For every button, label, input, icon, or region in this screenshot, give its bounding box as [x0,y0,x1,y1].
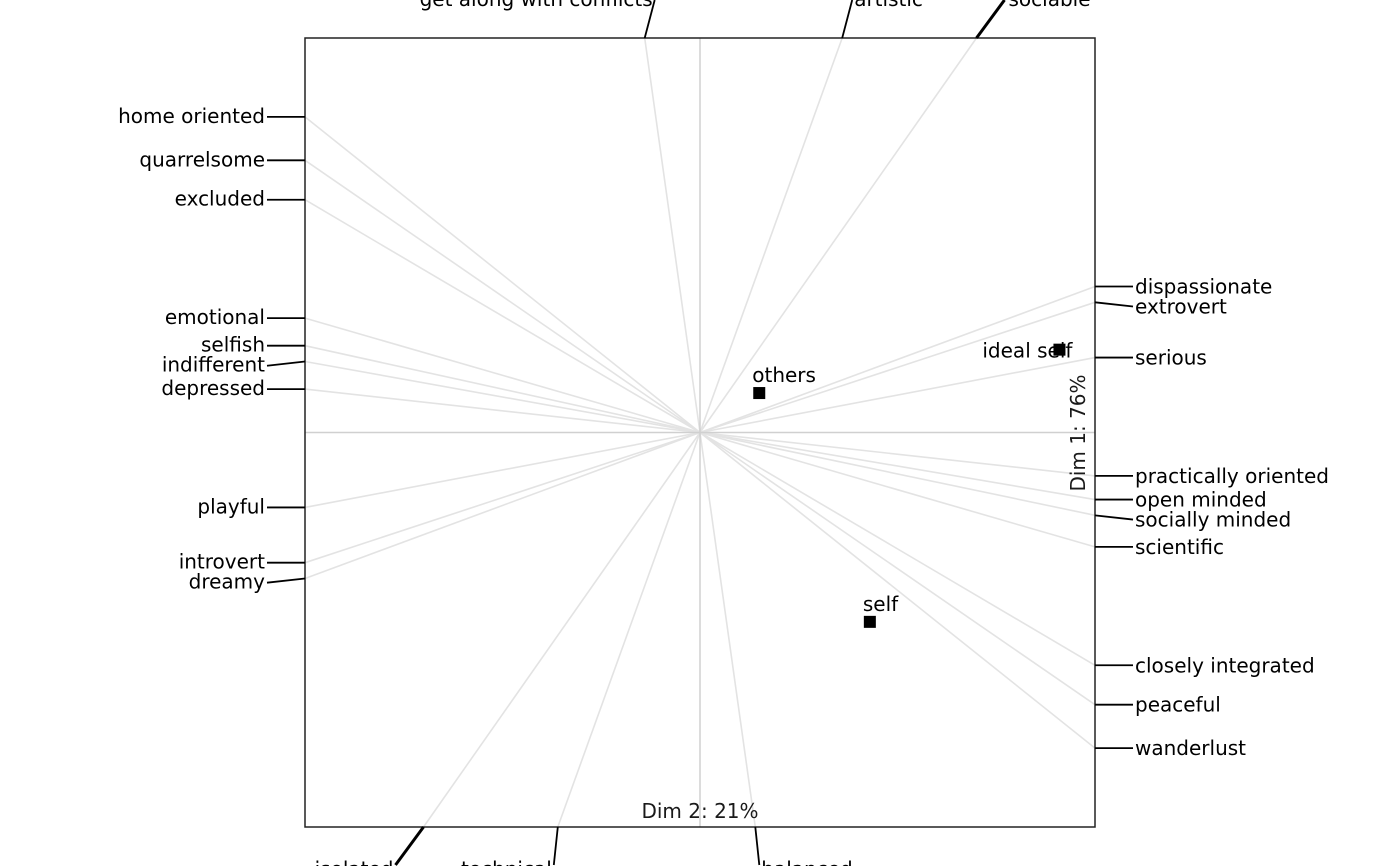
construct-label-introvert: introvert [179,550,265,574]
leader-artistic [841,0,854,39]
construct-line-home-oriented [304,116,701,434]
leader-extrovert [1094,301,1134,308]
construct-line-dispassionate [699,285,1096,434]
construct-line-indifferent [304,360,701,434]
leader-get-along-with-conflicts [643,0,656,39]
construct-label-home-oriented: home oriented [118,104,265,128]
leader-dreamy [266,577,306,584]
construct-line-isolated [422,432,701,828]
construct-label-extrovert: extrovert [1135,295,1227,319]
x-axis-label: Dim 2: 21% [641,799,758,823]
center-axes [305,38,1095,827]
element-point-ideal-self [1053,343,1066,356]
leader-indifferent [266,360,306,367]
construct-label-dreamy: dreamy [189,570,266,594]
construct-line-scientific [699,431,1096,548]
construct-label-socially-minded: socially minded [1135,508,1291,532]
construct-line-get-along-with-conflicts [643,37,701,433]
construct-label-closely-integrated: closely integrated [1135,653,1315,677]
construct-label-excluded: excluded [175,187,265,211]
construct-label-wanderlust: wanderlust [1135,736,1246,760]
element-point-others [753,387,766,400]
construct-line-practically-oriented [699,431,1096,477]
construct-line-dreamy [304,431,701,580]
construct-label-balanced: balanced [761,857,852,866]
construct-label-practically-oriented: practically oriented [1135,464,1329,488]
construct-label-depressed: depressed [161,376,265,400]
construct-line-serious [699,356,1096,434]
construct-line-balanced [699,432,757,828]
construct-line-introvert [304,431,701,564]
construct-line-artistic [699,37,843,433]
construct-line-excluded [304,199,701,434]
element-label-ideal-self: ideal self [982,339,1073,363]
construct-label-technical: technical [461,857,552,866]
construct-line-emotional [304,317,701,434]
construct-label-quarrelsome: quarrelsome [139,147,265,171]
construct-label-artistic: artistic [854,0,923,11]
construct-line-technical [557,432,701,828]
y-axis-label: Dim 1: 76% [1066,374,1090,491]
construct-leader-lines [266,0,1134,866]
construct-label-scientific: scientific [1135,535,1224,559]
construct-label-indifferent: indifferent [162,353,265,377]
construct-line-extrovert [699,301,1096,434]
construct-line-closely-integrated [699,431,1096,666]
construct-label-get-along-with-conflicts: get along with conflicts [420,0,653,11]
construct-line-peaceful [699,431,1096,706]
construct-label-peaceful: peaceful [1135,693,1221,717]
construct-line-wanderlust [699,431,1096,749]
construct-label-open-minded: open minded [1135,488,1267,512]
construct-line-selfish [304,344,701,434]
construct-labels: get along with conflicts artistic sociable… [118,0,1329,866]
construct-line-quarrelsome [304,159,701,434]
leader-technical [552,826,559,866]
construct-line-playful [304,431,701,509]
leader-sociable [975,0,1006,39]
construct-label-playful: playful [197,494,265,518]
construct-lines [304,37,1096,828]
construct-line-socially-minded [699,431,1096,517]
construct-line-open-minded [699,431,1096,501]
plot-frame [304,37,1096,828]
element-label-self: self [863,592,899,616]
element-point-self [863,615,876,628]
element-points: self ideal self others [752,339,1073,628]
construct-line-depressed [304,388,701,434]
construct-label-isolated: isolated [315,857,394,866]
leader-isolated [394,826,425,866]
construct-label-dispassionate: dispassionate [1135,275,1272,299]
leader-socially-minded [1094,514,1134,521]
construct-label-serious: serious [1135,346,1207,370]
leader-balanced [754,826,761,866]
element-label-others: others [752,363,816,387]
construct-label-emotional: emotional [165,305,265,329]
construct-label-sociable: sociable [1009,0,1091,11]
construct-label-selfish: selfish [201,333,265,357]
construct-line-sociable [699,37,978,433]
